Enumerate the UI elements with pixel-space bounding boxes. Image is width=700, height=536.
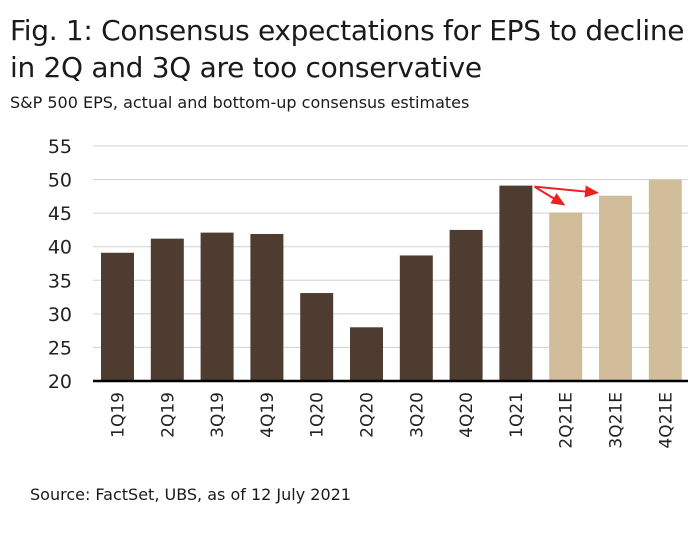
chart-title: Fig. 1: Consensus expectations for EPS t… xyxy=(10,14,685,84)
bar-4Q19 xyxy=(250,233,284,381)
bar-3Q21E xyxy=(599,195,632,381)
chart-subtitle: S&P 500 EPS, actual and bottom-up consen… xyxy=(10,93,470,112)
bar-2Q21E xyxy=(549,212,583,381)
x-tick-label: 1Q21 xyxy=(507,392,527,438)
bar-2Q19 xyxy=(150,238,184,381)
bar-4Q21E xyxy=(648,179,682,381)
x-tick-label: 4Q20 xyxy=(457,392,477,438)
x-tick-label: 2Q19 xyxy=(158,392,178,438)
bar-4Q20 xyxy=(449,229,483,381)
chart-source: Source: FactSet, UBS, as of 12 July 2021 xyxy=(30,485,351,504)
bar-3Q20 xyxy=(399,255,433,381)
y-tick-label: 25 xyxy=(48,337,72,359)
y-tick-label: 55 xyxy=(48,136,72,158)
x-tick-label: 2Q20 xyxy=(358,392,378,438)
y-tick-label: 50 xyxy=(48,170,72,192)
y-tick-label: 45 xyxy=(48,203,72,225)
y-tick-label: 40 xyxy=(48,237,72,259)
bar-1Q20 xyxy=(300,293,334,381)
bar-1Q21 xyxy=(499,185,533,381)
annotation-arrow xyxy=(533,185,566,206)
x-tick-label: 4Q19 xyxy=(258,392,278,438)
x-tick-label: 1Q19 xyxy=(109,392,129,438)
x-tick-label: 1Q20 xyxy=(308,392,328,438)
bar-2Q20 xyxy=(350,327,383,381)
x-tick-label: 4Q21E xyxy=(656,392,676,449)
y-tick-label: 20 xyxy=(48,371,72,393)
y-tick-label: 30 xyxy=(48,304,72,326)
x-tick-label: 3Q21E xyxy=(607,392,627,449)
annotation-arrow xyxy=(534,185,599,198)
bar-1Q19 xyxy=(101,252,134,381)
x-tick-label: 3Q20 xyxy=(407,392,427,438)
bar-3Q19 xyxy=(200,232,234,381)
y-tick-label: 35 xyxy=(48,270,72,292)
x-tick-label: 3Q19 xyxy=(208,392,228,438)
x-tick-label: 2Q21E xyxy=(557,392,577,449)
